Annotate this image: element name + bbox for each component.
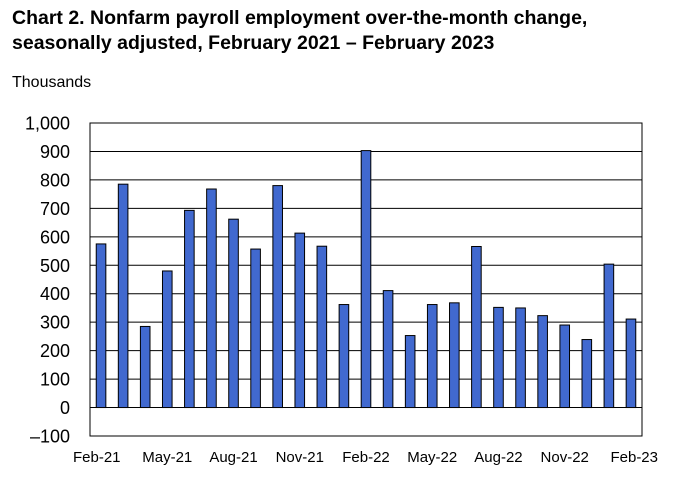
bar-jul-22: [471, 245, 482, 409]
x-tick-label: Aug-21: [209, 449, 257, 466]
x-tick-label: Feb-23: [610, 449, 658, 466]
bar-nov-22: [559, 324, 571, 409]
y-tick-label: 0: [60, 398, 70, 418]
x-axis-tick-labels: Feb-21 May-21 Aug-21 Nov-21 Feb-22 May-22 Aug-…: [73, 449, 658, 466]
bar-may-21: [161, 270, 173, 409]
bar-dec-21: [316, 245, 328, 409]
y-tick-label: 300: [40, 313, 70, 333]
bar-mar-22: [382, 290, 394, 409]
y-tick-label: 600: [40, 227, 70, 247]
bar-nov-21: [294, 232, 306, 409]
bar-aug-21: [228, 218, 239, 409]
y-tick-label: 800: [40, 170, 70, 190]
x-tick-label: Feb-21: [73, 449, 121, 466]
bar-feb-23: [625, 318, 637, 409]
y-tick-label: 900: [40, 142, 70, 162]
chart-title: Chart 2. Nonfarm payroll employment over…: [12, 6, 668, 56]
bar-apr-22: [404, 335, 416, 409]
y-tick-label: 200: [40, 341, 70, 361]
bar-sep-21: [250, 248, 261, 409]
chart-title-line-1: Chart 2. Nonfarm payroll employment over…: [12, 7, 588, 29]
bar-feb-21: [95, 243, 107, 409]
plot-area-frame: [89, 122, 643, 437]
bar-oct-21: [272, 185, 283, 409]
bar-jun-21: [184, 209, 195, 409]
bar-jun-22: [449, 302, 460, 409]
x-tick-label: May-22: [407, 449, 457, 466]
bar-jan-23: [603, 263, 615, 409]
x-tick-label: Nov-21: [276, 449, 324, 466]
y-tick-label: 400: [40, 284, 70, 304]
y-axis-unit-label: Thousands: [12, 74, 92, 91]
x-tick-label: Feb-22: [342, 449, 390, 466]
bar-apr-21: [139, 325, 151, 409]
bar-aug-22: [493, 306, 504, 409]
y-tick-label: 1,000: [25, 114, 70, 134]
x-tick-label: Nov-22: [541, 449, 589, 466]
y-tick-label: 100: [40, 370, 70, 390]
y-axis-tick-labels: 1,000 900 800 700 600 500 400 300 200 100 0 –100: [25, 114, 70, 447]
x-tick-label: Aug-22: [474, 449, 522, 466]
x-tick-label: May-21: [142, 449, 192, 466]
bar-mar-21: [117, 183, 129, 409]
bar-feb-22: [360, 150, 372, 409]
bar-dec-22: [581, 339, 593, 409]
bar-may-22: [426, 304, 438, 409]
chart-title-line-2: seasonally adjusted, February 2021 – Feb…: [12, 32, 495, 54]
y-tick-label: 500: [40, 256, 70, 276]
bar-jul-21: [206, 188, 217, 409]
bar-sep-22: [515, 307, 526, 409]
bar-oct-22: [537, 315, 548, 409]
bars: [95, 150, 637, 409]
y-tick-label: –100: [30, 427, 70, 447]
y-tick-label: 700: [40, 199, 70, 219]
bar-jan-22: [338, 304, 350, 409]
